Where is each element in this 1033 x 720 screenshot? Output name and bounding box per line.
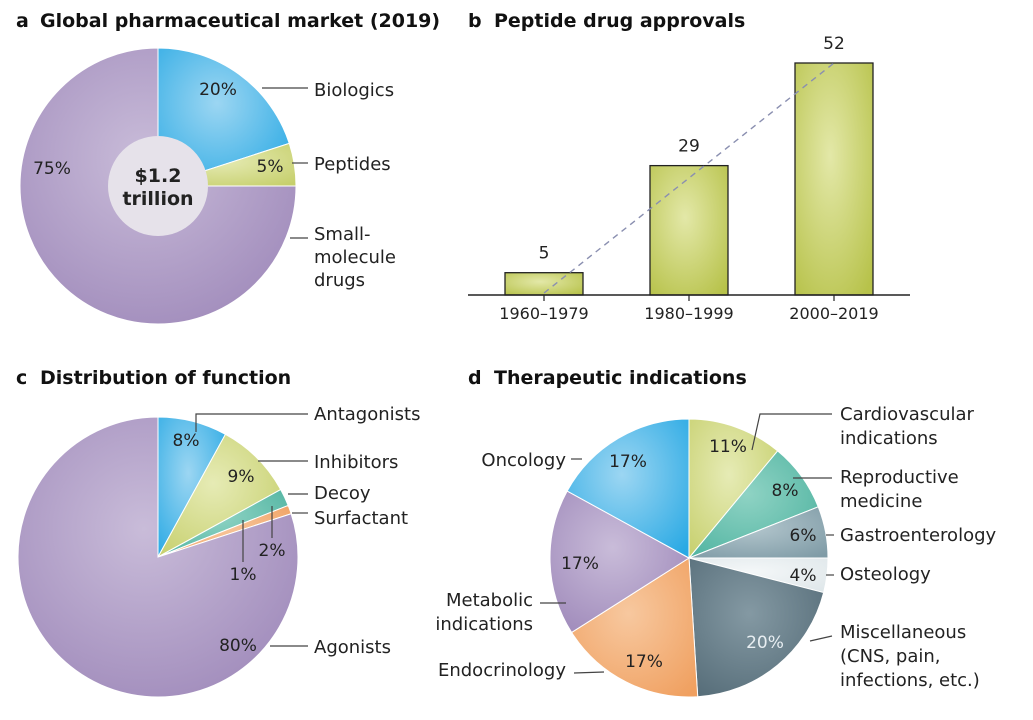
pie-chart-indications: 11% 8% 6% 4% 20% 17% 17% 17% Cardiovascular indic… xyxy=(435,404,997,698)
panel-d: d Therapeutic indications 11% 8% 6% 4% 20% 17… xyxy=(435,367,997,698)
pie-chart-function: 8% 9% 80% 2%1% Antagonists Inhibitors Decoy Sur… xyxy=(17,404,420,698)
center-unit: trillion xyxy=(122,188,193,210)
panel-c-letter: c xyxy=(16,367,27,389)
pie-slice-metabolic-indications xyxy=(549,490,690,634)
slice-label-gastroenterology: Gastroenterology xyxy=(840,525,997,546)
center-value: $1.2 xyxy=(135,165,182,187)
panel-a-letter: a xyxy=(16,10,29,32)
bar-value-2000-2019: 52 xyxy=(823,34,845,54)
slice-label-metabolic-indications-line-1: Metabolic xyxy=(446,590,533,611)
pie-slice-inhibitors xyxy=(156,433,282,559)
slice-pct-gastroenterology: 6% xyxy=(790,526,817,546)
bar-1960-1979 xyxy=(504,272,584,296)
slice-label-small-molecule-drugs-line-3: drugs xyxy=(314,270,365,291)
slice-label-osteology: Osteology xyxy=(840,564,931,585)
slice-label-miscellaneous-cns-pain-infections-etc-line-3: infections, etc.) xyxy=(840,670,980,691)
slice-pct-surfactant: 1% xyxy=(230,565,257,585)
bar-value-1980-1999: 29 xyxy=(678,137,700,157)
slice-pct-biologics: 20% xyxy=(199,80,237,100)
pie-slice-agonists xyxy=(17,416,299,698)
slice-label-miscellaneous-cns-pain-infections-etc-line-1: Miscellaneous xyxy=(840,622,966,643)
slice-label-miscellaneous-cns-pain-infections-etc-line-2: (CNS, pain, xyxy=(840,646,941,667)
slice-label-reproductive-medicine-line-2: medicine xyxy=(840,491,922,512)
slice-label-agonists: Agonists xyxy=(314,637,391,658)
x-tick-label-1960-1979: 1960–1979 xyxy=(499,304,588,323)
bar-chart-approvals: 5 1960–1979 29 1980–1999 52 2000–2019 xyxy=(468,34,910,323)
x-tick-label-2000-2019: 2000–2019 xyxy=(789,304,878,323)
slice-label-small-molecule-drugs-line-2: molecule xyxy=(314,247,396,268)
slice-pct-small-molecule-drugs: 75% xyxy=(33,159,71,179)
slice-pct-agonists: 80% xyxy=(219,636,257,656)
panel-c: c Distribution of function 8% 9% 80% 2%1% An… xyxy=(16,367,420,698)
bar-2000-2019 xyxy=(794,62,874,296)
slice-pct-miscellaneous-cns-pain-infections-etc: 20% xyxy=(746,633,784,653)
slice-label-small-molecule-drugs-line-1: Small- xyxy=(314,224,371,245)
slice-label-cardiovascular-indications-line-2: indications xyxy=(840,428,938,449)
panel-c-title: Distribution of function xyxy=(40,367,291,389)
slice-pct-reproductive-medicine: 8% xyxy=(772,481,799,501)
slice-label-antagonists: Antagonists xyxy=(314,404,420,425)
slice-pct-antagonists: 8% xyxy=(173,431,200,451)
bar-value-1960-1979: 5 xyxy=(539,244,550,264)
slice-label-oncology: Oncology xyxy=(481,450,566,471)
panel-d-title: Therapeutic indications xyxy=(494,367,747,389)
slice-label-cardiovascular-indications-line-1: Cardiovascular xyxy=(840,404,975,425)
slice-pct-inhibitors: 9% xyxy=(228,467,255,487)
slice-pct-osteology: 4% xyxy=(790,566,817,586)
slice-label-decoy: Decoy xyxy=(314,483,371,504)
panel-a-title: Global pharmaceutical market (2019) xyxy=(40,10,440,32)
panel-b-letter: b xyxy=(468,10,482,32)
slice-label-metabolic-indications-line-2: indications xyxy=(435,614,533,635)
panel-a: a Global pharmaceutical market (2019) $1… xyxy=(16,10,440,325)
pie-slice-small-molecule-drugs xyxy=(19,47,297,325)
slice-label-reproductive-medicine-line-1: Reproductive xyxy=(840,467,959,488)
slice-label-biologics: Biologics xyxy=(314,80,394,101)
panel-b: b Peptide drug approvals 5 1960–1979 29 198… xyxy=(468,10,910,323)
leader-cardiovascular xyxy=(751,413,832,451)
slice-pct-endocrinology: 17% xyxy=(625,652,663,672)
center-disc xyxy=(108,136,208,236)
trend-line xyxy=(543,62,835,294)
panel-b-title: Peptide drug approvals xyxy=(494,10,745,32)
slice-label-peptides: Peptides xyxy=(314,154,391,175)
pie-slice-endocrinology xyxy=(570,557,699,698)
slice-pct-peptides: 5% xyxy=(257,157,284,177)
pie-slice-oncology xyxy=(566,418,690,559)
slice-label-inhibitors: Inhibitors xyxy=(314,452,398,473)
slice-label-endocrinology: Endocrinology xyxy=(438,660,566,681)
leader-miscellaneous xyxy=(809,635,833,642)
pie-slice-cardiovascular-indications xyxy=(688,418,779,560)
slice-pct-oncology: 17% xyxy=(609,452,647,472)
slice-pct-decoy: 2% xyxy=(259,541,286,561)
x-tick-label-1980-1999: 1980–1999 xyxy=(644,304,733,323)
slice-label-surfactant: Surfactant xyxy=(314,508,408,529)
bar-1980-1999 xyxy=(649,164,729,296)
leader-antagonists xyxy=(195,413,308,432)
leader-endocrinology xyxy=(573,671,605,674)
panel-d-letter: d xyxy=(468,367,482,389)
slice-pct-cardiovascular-indications: 11% xyxy=(709,437,747,457)
pie-slice-miscellaneous-cns-pain-infections-etc xyxy=(688,557,825,698)
slice-pct-metabolic-indications: 17% xyxy=(561,554,599,574)
